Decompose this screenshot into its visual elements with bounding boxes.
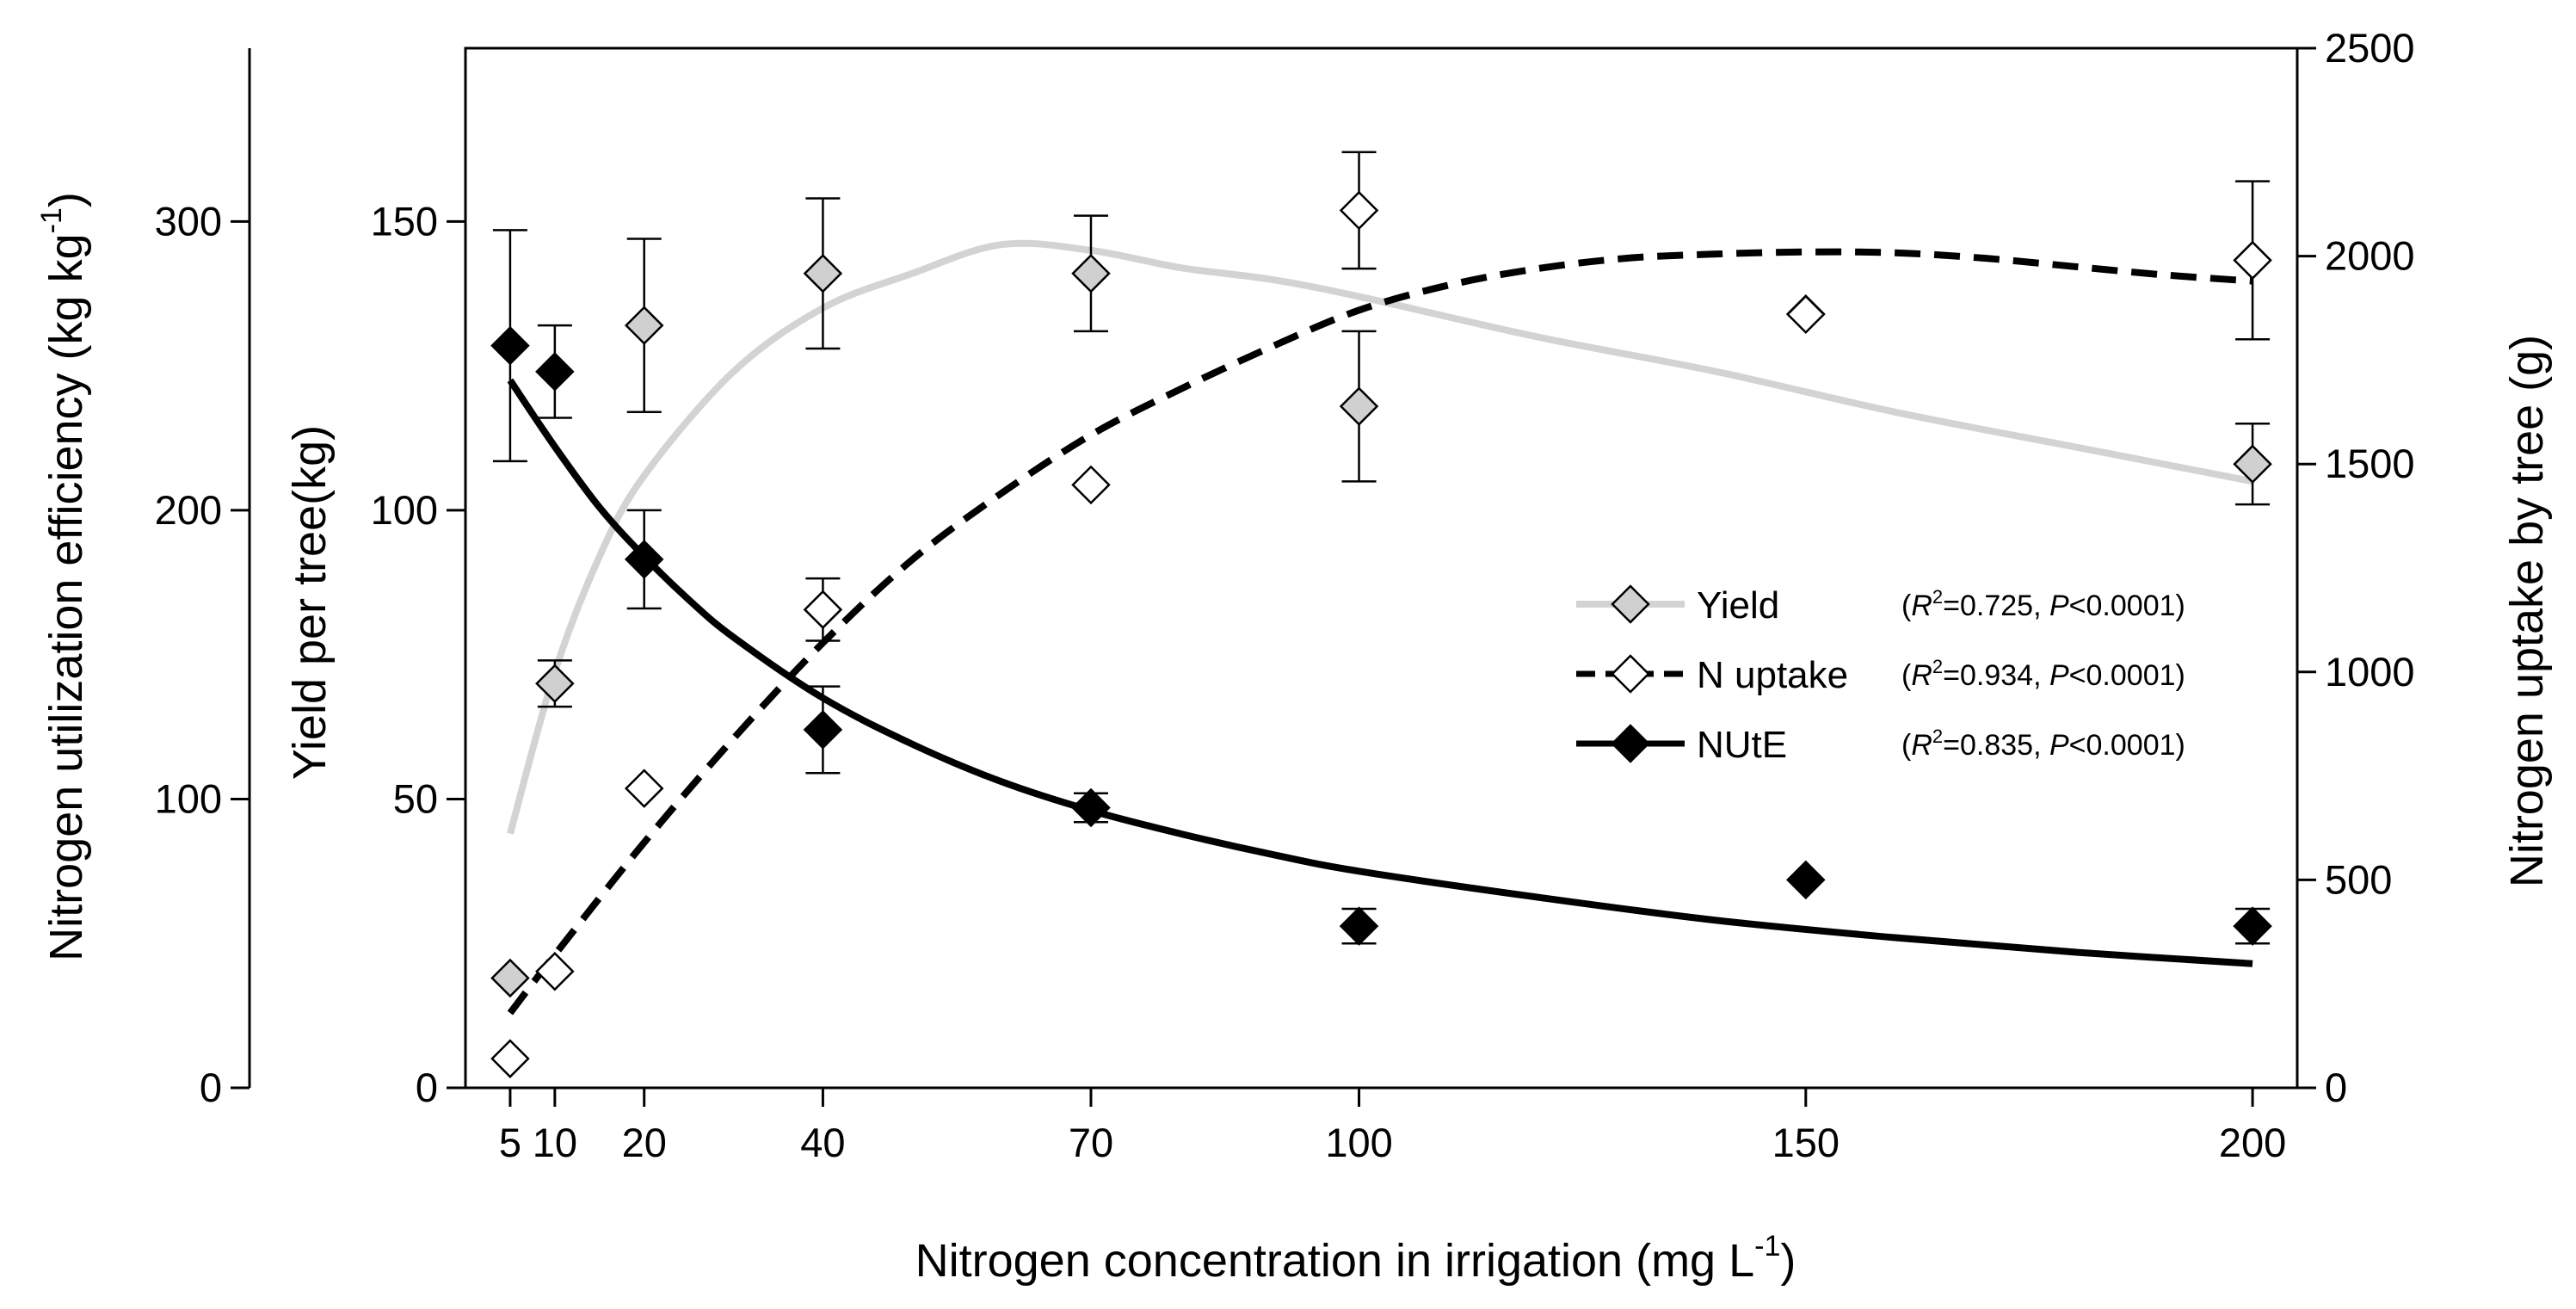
legend-stat-r-sup: 2 xyxy=(1932,726,1943,747)
yield-axis-title: Yield per tree(kg) xyxy=(284,425,336,780)
uptake-tick-label: 500 xyxy=(2325,856,2392,902)
nute-axis-title: Nitrogen utilization efficiency (kg kg-1… xyxy=(35,192,92,961)
point-nute xyxy=(1071,787,1111,828)
point-n-uptake xyxy=(2233,240,2272,281)
x-axis-title-end: ) xyxy=(1780,1235,1796,1287)
x-tick-label: 70 xyxy=(1069,1120,1113,1165)
uptake-tick-label: 0 xyxy=(2325,1065,2347,1110)
point-n-uptake xyxy=(490,1039,530,1078)
point-n-uptake xyxy=(624,769,664,808)
x-tick-label: 5 xyxy=(499,1120,521,1165)
point-yield xyxy=(1071,253,1111,293)
point-nute xyxy=(2233,906,2272,946)
uptake-tick-label: 2500 xyxy=(2325,25,2415,71)
nute-tick-label: 200 xyxy=(155,487,222,533)
uptake-tick-label: 2000 xyxy=(2325,233,2415,279)
point-nute xyxy=(535,352,575,392)
legend-item-yield: Yield (R2=0.725, P<0.0001) xyxy=(1576,584,2185,627)
x-tick-label: 150 xyxy=(1772,1120,1840,1165)
legend-stat-p: P xyxy=(2049,659,2069,692)
uptake-tick-label: 1000 xyxy=(2325,649,2415,695)
point-yield xyxy=(624,306,664,345)
legend-stat-nute: (R2=0.835, P<0.0001) xyxy=(1901,726,2185,762)
legend-marker-yield xyxy=(1611,584,1650,624)
legend-stat-r-sup: 2 xyxy=(1932,586,1943,608)
plot-frame-layer xyxy=(464,46,2299,1090)
x-tick-label: 200 xyxy=(2219,1120,2286,1165)
point-nute xyxy=(490,325,530,366)
legend-stat-n-uptake: (R2=0.934, P<0.0001) xyxy=(1901,656,2185,692)
point-yield xyxy=(803,253,843,293)
legend-stat-open: ( xyxy=(1901,659,1912,692)
nute-tick-label: 300 xyxy=(155,198,222,244)
fit-curve-n-uptake xyxy=(507,248,2253,1016)
fit-curve-yield xyxy=(507,239,2253,835)
legend-label-n-uptake: N uptake xyxy=(1697,654,1848,696)
legend-marker-n-uptake xyxy=(1611,654,1650,694)
nute-axis-title-main: Nitrogen utilization efficiency (kg kg xyxy=(40,233,92,960)
x-tick-label: 40 xyxy=(800,1120,845,1165)
legend-label-yield: Yield xyxy=(1697,584,1779,627)
point-yield xyxy=(490,958,530,998)
yield-tick-label: 150 xyxy=(371,198,438,244)
point-n-uptake xyxy=(1786,294,1826,335)
fit-curve-nute xyxy=(507,378,2253,967)
point-nute xyxy=(803,710,843,750)
point-n-uptake xyxy=(1071,465,1111,505)
point-n-uptake xyxy=(535,951,575,991)
legend-stat-open: ( xyxy=(1901,590,1912,622)
nute-tick-label: 100 xyxy=(155,775,222,821)
x-axis-title-sup: -1 xyxy=(1754,1230,1780,1263)
data-points-layer xyxy=(490,151,2272,1078)
legend-stat-p: P xyxy=(2049,729,2069,762)
legend-stat-r2-value: =0.835, xyxy=(1943,729,2049,762)
plot-frame xyxy=(464,46,2299,1090)
point-yield xyxy=(1339,386,1379,426)
legend-stat-p-value: <0.0001) xyxy=(2069,590,2185,622)
legend-stat-r: R xyxy=(1911,590,1932,622)
legend-marker-nute xyxy=(1611,724,1650,763)
nute-tick-label: 0 xyxy=(200,1065,222,1110)
x-axis-title-main: Nitrogen concentration in irrigation (mg… xyxy=(915,1235,1754,1287)
x-tick-label: 20 xyxy=(622,1120,667,1165)
legend: Yield (R2=0.725, P<0.0001)N uptake (R2=0.9… xyxy=(1576,584,2185,766)
x-axis-title: Nitrogen concentration in irrigation (mg… xyxy=(915,1230,1796,1287)
point-n-uptake xyxy=(803,590,843,630)
x-tick-label: 100 xyxy=(1325,1120,1392,1165)
legend-stat-p-value: <0.0001) xyxy=(2069,659,2185,692)
point-nute xyxy=(624,540,664,579)
legend-stat-r: R xyxy=(1911,729,1932,762)
yield-tick-label: 0 xyxy=(416,1065,438,1110)
legend-stat-p-value: <0.0001) xyxy=(2069,729,2185,762)
point-nute xyxy=(1786,860,1826,900)
legend-stat-r2-value: =0.725, xyxy=(1943,590,2049,622)
nute-axis-title-sup: -1 xyxy=(35,207,68,233)
x-tick-label: 10 xyxy=(533,1120,577,1165)
point-yield xyxy=(2233,444,2272,484)
legend-stat-r-sup: 2 xyxy=(1932,656,1943,677)
point-yield xyxy=(535,664,575,703)
legend-item-nute: NUtE (R2=0.835, P<0.0001) xyxy=(1576,724,2185,766)
point-nute xyxy=(1339,906,1379,946)
yield-tick-label: 100 xyxy=(371,487,438,533)
legend-stat-p: P xyxy=(2049,590,2069,622)
legend-stat-r: R xyxy=(1911,659,1932,692)
legend-label-nute: NUtE xyxy=(1697,724,1787,766)
uptake-tick-label: 1500 xyxy=(2325,441,2415,486)
fit-curves-layer xyxy=(507,239,2253,1016)
legend-stat-open: ( xyxy=(1901,729,1912,762)
legend-stat-yield: (R2=0.725, P<0.0001) xyxy=(1901,586,2185,622)
legend-item-n-uptake: N uptake (R2=0.934, P<0.0001) xyxy=(1576,654,2185,696)
yield-tick-label: 50 xyxy=(393,775,438,821)
point-n-uptake xyxy=(1339,190,1379,231)
uptake-axis-title: Nitrogen uptake by tree (g) xyxy=(2501,335,2553,887)
legend-stat-r2-value: =0.934, xyxy=(1943,659,2049,692)
nute-axis-title-end: ) xyxy=(40,192,92,207)
